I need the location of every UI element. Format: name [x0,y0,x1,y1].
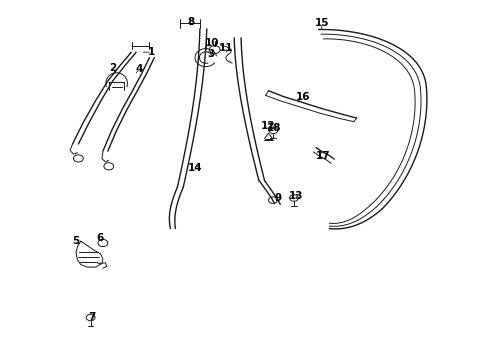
Text: 3: 3 [207,49,214,59]
Text: 7: 7 [88,312,96,322]
Text: 6: 6 [97,233,104,243]
Text: 12: 12 [261,121,276,131]
Text: 5: 5 [73,236,79,246]
Text: 2: 2 [109,63,116,73]
Text: 8: 8 [188,17,195,27]
Text: 4: 4 [136,64,144,74]
Text: 11: 11 [219,42,234,53]
Text: 1: 1 [148,47,155,57]
Text: 18: 18 [267,123,282,133]
Text: 14: 14 [188,163,202,174]
Text: 15: 15 [315,18,330,28]
Text: 9: 9 [275,193,282,203]
Text: 17: 17 [316,150,331,161]
Text: 16: 16 [295,92,310,102]
Text: 10: 10 [204,38,219,48]
Text: 13: 13 [289,191,304,201]
